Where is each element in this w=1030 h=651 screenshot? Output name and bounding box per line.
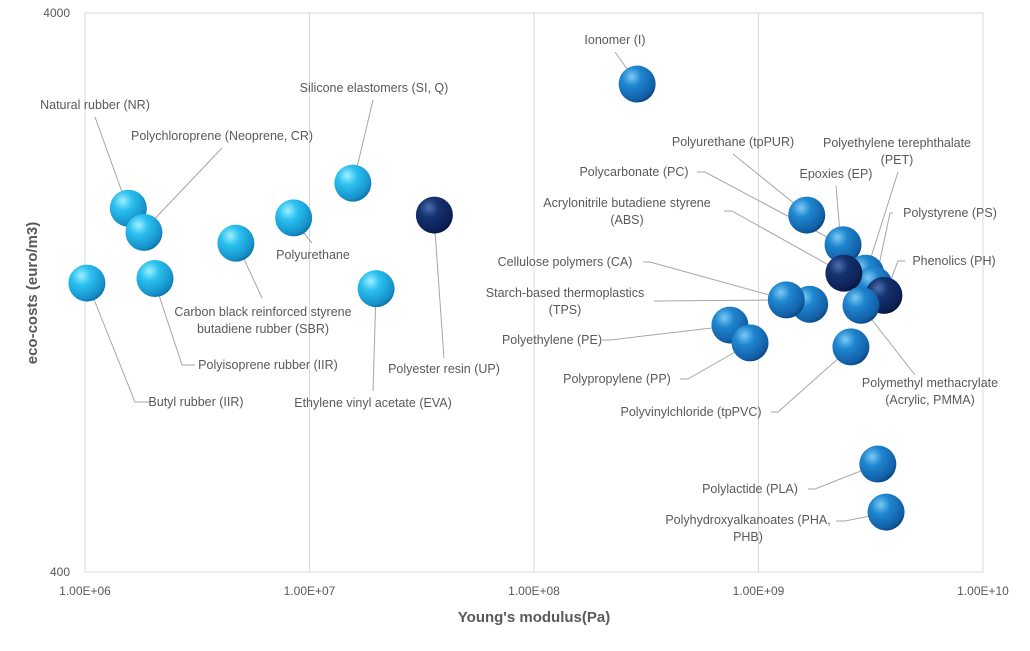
data-label: Polyvinylchloride (tpPVC) [620, 405, 761, 419]
data-point[interactable] [217, 224, 255, 262]
data-label: Polyhydroxyalkanoates (PHA, PHB) [665, 513, 830, 544]
data-label: Polystyrene (PS) [903, 206, 997, 220]
data-point[interactable] [767, 281, 805, 319]
x-tick-label: 1.00E+07 [284, 584, 336, 598]
leader-line [94, 116, 127, 204]
data-label: Polymethyl methacrylate (Acrylic, PMMA) [862, 376, 998, 407]
data-point[interactable] [824, 226, 862, 264]
y-tick-label: 4000 [43, 6, 70, 20]
leader-line [874, 212, 893, 285]
data-label: Ionomer (I) [584, 33, 645, 47]
leader-line [771, 347, 851, 413]
data-label: Carbon black reinforced styrene butadiene… [174, 305, 351, 336]
data-point[interactable] [618, 65, 656, 103]
x-tick-label: 1.00E+06 [59, 584, 111, 598]
x-tick-label: 1.00E+10 [957, 584, 1009, 598]
leader-line [154, 282, 195, 366]
data-point[interactable] [859, 445, 897, 483]
data-label: Polyisoprene rubber (IIR) [198, 358, 338, 372]
data-label: Polypropylene (PP) [563, 372, 671, 386]
data-point[interactable] [842, 286, 880, 324]
leader-line [88, 286, 150, 403]
data-label: Polycarbonate (PC) [579, 165, 688, 179]
y-tick-label: 400 [50, 565, 70, 579]
data-label: Polyethylene (PE) [502, 333, 602, 347]
data-point[interactable] [68, 264, 106, 302]
data-point[interactable] [867, 493, 905, 531]
data-label: Polychloroprene (Neoprene, CR) [131, 129, 313, 143]
data-point[interactable] [788, 196, 826, 234]
leader-line [724, 210, 844, 274]
data-label: Ethylene vinyl acetate (EVA) [294, 396, 451, 410]
leader-line [372, 291, 377, 392]
data-label: Acrylonitrile butadiene styrene (ABS) [543, 196, 710, 227]
x-tick-label: 1.00E+09 [733, 584, 785, 598]
leader-line [680, 343, 750, 380]
data-label: Polyurethane [276, 248, 350, 262]
data-point[interactable] [136, 259, 174, 297]
data-label: Epoxies (EP) [800, 167, 873, 181]
data-point[interactable] [832, 328, 870, 366]
data-label: Butyl rubber (IIR) [148, 395, 243, 409]
x-tick-label: 1.00E+08 [508, 584, 560, 598]
leader-line [602, 325, 730, 341]
y-axis-title: eco-costs (euro/m3) [24, 222, 41, 365]
data-point[interactable] [731, 324, 769, 362]
leader-line [433, 216, 445, 359]
data-label: Starch-based thermoplastics (TPS) [486, 286, 644, 317]
data-point[interactable] [275, 199, 313, 237]
data-label: Polyethylene terephthalate (PET) [823, 136, 971, 167]
data-point[interactable] [825, 254, 863, 292]
data-label: Polyurethane (tpPUR) [672, 135, 794, 149]
data-label: Cellulose polymers (CA) [498, 255, 633, 269]
data-label: Phenolics (PH) [912, 254, 995, 268]
x-axis-title: Young's modulus(Pa) [458, 609, 610, 626]
data-label: Polyester resin (UP) [388, 362, 500, 376]
leader-line [808, 464, 877, 490]
leader-line [145, 147, 223, 229]
data-point[interactable] [357, 270, 395, 308]
data-label: Polylactide (PLA) [702, 482, 798, 496]
leader-line [643, 261, 810, 307]
data-point[interactable] [334, 164, 372, 202]
data-point[interactable] [125, 213, 163, 251]
data-label: Natural rubber (NR) [40, 98, 150, 112]
data-label: Silicone elastomers (SI, Q) [300, 81, 449, 95]
leader-line [653, 299, 785, 302]
data-point[interactable] [415, 196, 453, 234]
